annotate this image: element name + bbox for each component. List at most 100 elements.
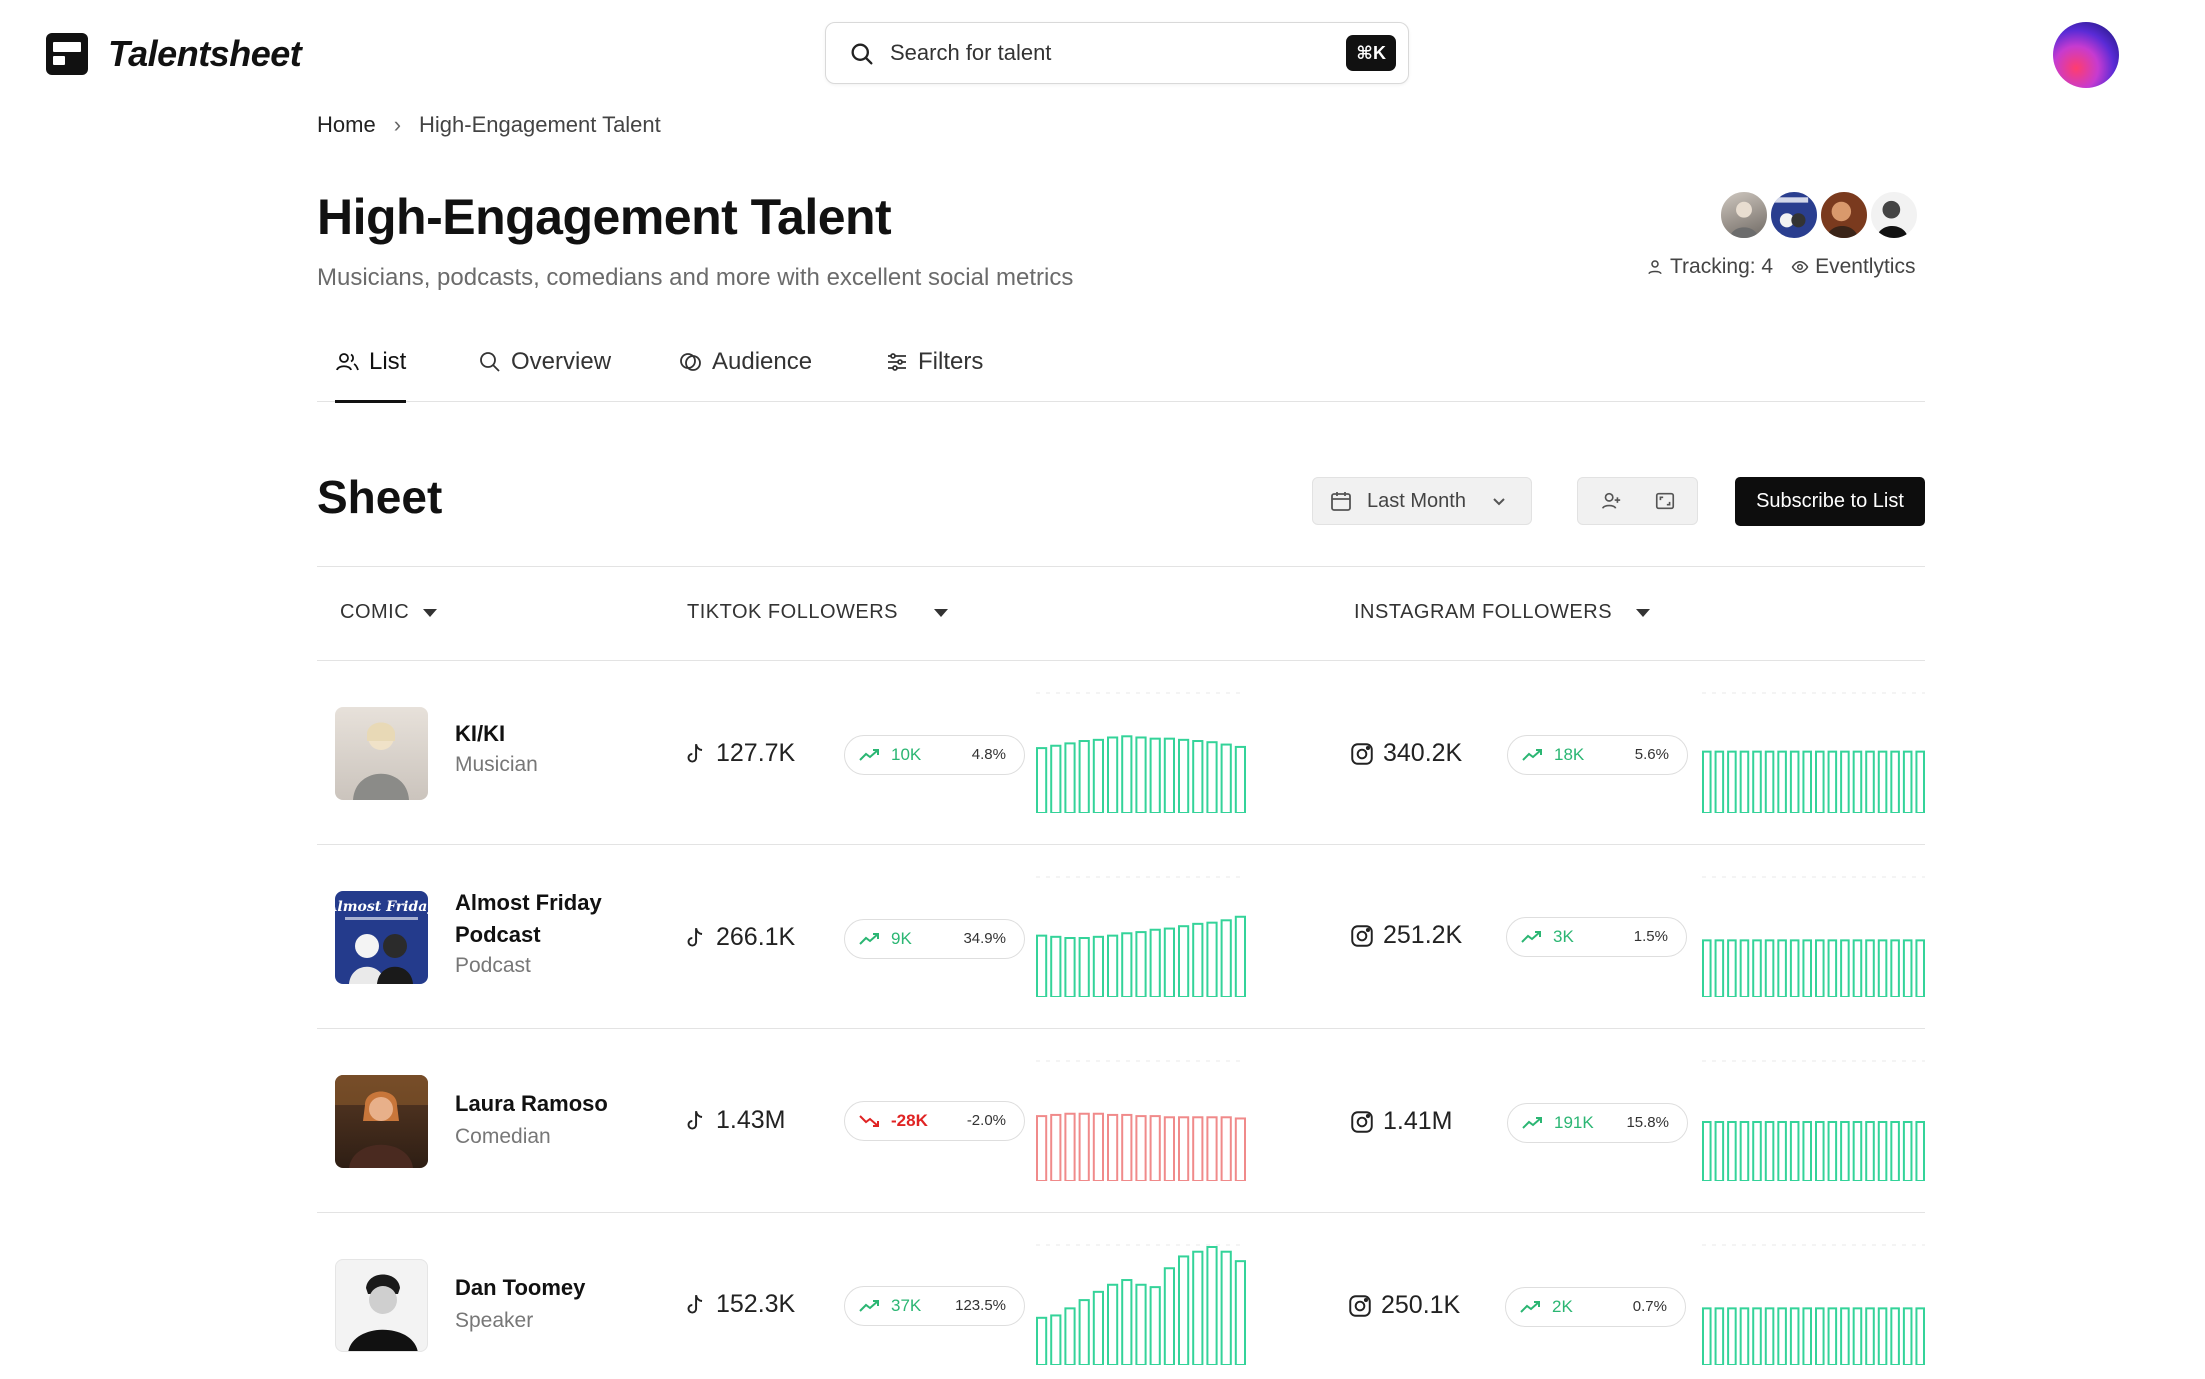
tab-list[interactable]: List bbox=[335, 348, 407, 403]
search-shortcut-badge: ⌘K bbox=[1346, 35, 1396, 71]
sparkline-bar bbox=[1852, 939, 1863, 997]
instagram-change-badge: 2K 0.7% bbox=[1505, 1287, 1686, 1327]
sparkline-bar bbox=[1789, 1121, 1800, 1181]
sparkline-bar bbox=[1840, 939, 1850, 997]
change-value: -28K bbox=[891, 1111, 928, 1130]
sparkline-bar bbox=[1777, 939, 1787, 997]
logo-icon bbox=[46, 33, 88, 75]
user-avatar[interactable] bbox=[2053, 22, 2119, 88]
sparkline-bar bbox=[1178, 738, 1190, 813]
sparkline-bar bbox=[1890, 1121, 1900, 1181]
search-icon bbox=[480, 352, 500, 372]
sparkline-bar bbox=[1714, 750, 1725, 813]
sparkline-bar bbox=[1714, 1121, 1725, 1181]
table-row[interactable]: Almost Friday Almost Friday Podcast Podc… bbox=[317, 845, 1925, 1029]
tracker-avatars[interactable] bbox=[1718, 189, 1928, 241]
instagram-sparkline bbox=[1702, 1060, 1925, 1181]
sparkline-bar bbox=[1135, 1283, 1147, 1365]
sparkline-bar bbox=[1234, 1117, 1246, 1181]
sparkline-bar bbox=[1777, 1121, 1787, 1181]
tab-overview[interactable]: Overview bbox=[477, 348, 611, 402]
sparkline-bar bbox=[1192, 922, 1204, 997]
sparkline-bar bbox=[1135, 736, 1147, 813]
sparkline-bar bbox=[1915, 1307, 1925, 1365]
sparkline-bar bbox=[1178, 925, 1190, 997]
sparkline-bar bbox=[1702, 1307, 1712, 1365]
talent-name[interactable]: KI/KI bbox=[455, 721, 506, 746]
sparkline-bar bbox=[1890, 1307, 1900, 1365]
sparkline-bar bbox=[1092, 738, 1104, 813]
sparkline-bar bbox=[1163, 927, 1176, 997]
sparkline-bar bbox=[1852, 750, 1863, 813]
owner-name[interactable]: Eventlytics bbox=[1815, 255, 1916, 278]
table-row[interactable]: Dan Toomey Speaker 152.3K 37K 123.5% 250… bbox=[317, 1213, 1925, 1379]
tracker-avatar[interactable] bbox=[1718, 189, 1770, 241]
sparkline-bar bbox=[1220, 743, 1232, 813]
app-name: Talentsheet bbox=[108, 33, 302, 74]
breadcrumb-home-link[interactable]: Home bbox=[317, 112, 376, 137]
breadcrumb: Home › High-Engagement Talent bbox=[317, 112, 661, 138]
sparkline-bar bbox=[1714, 1307, 1725, 1365]
sparkline-bar bbox=[1890, 750, 1900, 813]
tracking-info: Tracking: 4 Eventlytics bbox=[1646, 255, 1915, 279]
tracker-avatar[interactable] bbox=[1818, 189, 1870, 241]
table-row[interactable]: KI/KI Musician 127.7K 10K 4.8% 340.2K 18… bbox=[317, 661, 1925, 845]
tab-overview-label: Overview bbox=[511, 348, 612, 375]
sparkline-bar bbox=[1852, 1121, 1863, 1181]
sparkline-bar bbox=[1877, 939, 1888, 997]
sparkline-bar bbox=[1752, 939, 1762, 997]
tab-filters[interactable]: Filters bbox=[884, 348, 983, 402]
tab-list-label: List bbox=[369, 348, 407, 375]
sparkline-bar bbox=[1739, 1121, 1750, 1181]
add-user-icon[interactable] bbox=[1600, 490, 1622, 512]
column-header-comic[interactable]: COMIC bbox=[340, 601, 438, 624]
sparkline-bar bbox=[1752, 750, 1762, 813]
sparkline-bar bbox=[1121, 932, 1133, 997]
table-row[interactable]: Laura Ramoso Comedian 1.43M -28K -2.0% 1… bbox=[317, 1029, 1925, 1213]
tiktok-icon bbox=[687, 1110, 703, 1130]
sparkline-bar bbox=[1852, 1307, 1863, 1365]
period-dropdown[interactable]: Last Month bbox=[1312, 477, 1532, 525]
sparkline-bar bbox=[1121, 735, 1133, 813]
search-input[interactable]: Search for talent ⌘K bbox=[825, 22, 1409, 84]
tracker-avatar[interactable] bbox=[1868, 189, 1920, 241]
sparkline-bar bbox=[1192, 1116, 1204, 1181]
tiktok-icon bbox=[687, 1294, 703, 1314]
page-title: High-Engagement Talent bbox=[317, 189, 892, 245]
column-header-instagram[interactable]: INSTAGRAM FOLLOWERS bbox=[1354, 601, 1651, 624]
sparkline-bar bbox=[1206, 921, 1218, 997]
talent-name[interactable]: Laura Ramoso bbox=[455, 1091, 608, 1116]
sparkline-bar bbox=[1135, 931, 1147, 997]
trend-up-icon bbox=[859, 749, 879, 761]
subscribe-button[interactable]: Subscribe to List bbox=[1735, 477, 1925, 526]
caret-down-icon bbox=[1636, 608, 1651, 617]
sparkline-bar bbox=[1789, 939, 1800, 997]
change-percent: 123.5% bbox=[955, 1297, 1006, 1314]
expand-icon[interactable] bbox=[1654, 490, 1676, 512]
sparkline-bar bbox=[1865, 939, 1875, 997]
talent-name[interactable]: Almost Friday Podcast bbox=[455, 890, 602, 947]
sparkline-bar bbox=[1815, 939, 1825, 997]
sparkline-bar bbox=[1206, 741, 1218, 813]
talent-table: COMIC TIKTOK FOLLOWERS INSTAGRAM FOLLOWE… bbox=[317, 566, 1925, 1379]
instagram-follower-count: 251.2K bbox=[1383, 921, 1463, 949]
talent-name[interactable]: Dan Toomey bbox=[455, 1275, 586, 1300]
sparkline-bar bbox=[1752, 1307, 1762, 1365]
sparkline-bar bbox=[1064, 1112, 1076, 1181]
sparkline-bar bbox=[1064, 937, 1076, 997]
tracker-avatar[interactable] bbox=[1768, 189, 1820, 241]
sparkline-bar bbox=[1815, 750, 1825, 813]
talent-type: Podcast bbox=[455, 954, 531, 977]
sparkline-bar bbox=[1149, 1286, 1161, 1365]
sparkline-bar bbox=[1739, 1307, 1750, 1365]
trend-down-icon bbox=[859, 1115, 879, 1127]
change-percent: 5.6% bbox=[1634, 746, 1669, 763]
tab-audience[interactable]: Audience bbox=[678, 348, 812, 402]
sparkline-bar bbox=[1234, 915, 1246, 997]
app-logo[interactable]: Talentsheet bbox=[46, 33, 302, 75]
search-icon bbox=[851, 43, 873, 65]
sparkline-bar bbox=[1036, 1316, 1048, 1365]
column-header-tiktok[interactable]: TIKTOK FOLLOWERS bbox=[687, 601, 948, 624]
sparkline-bar bbox=[1163, 1267, 1176, 1365]
tiktok-change-badge: 37K 123.5% bbox=[844, 1286, 1025, 1326]
